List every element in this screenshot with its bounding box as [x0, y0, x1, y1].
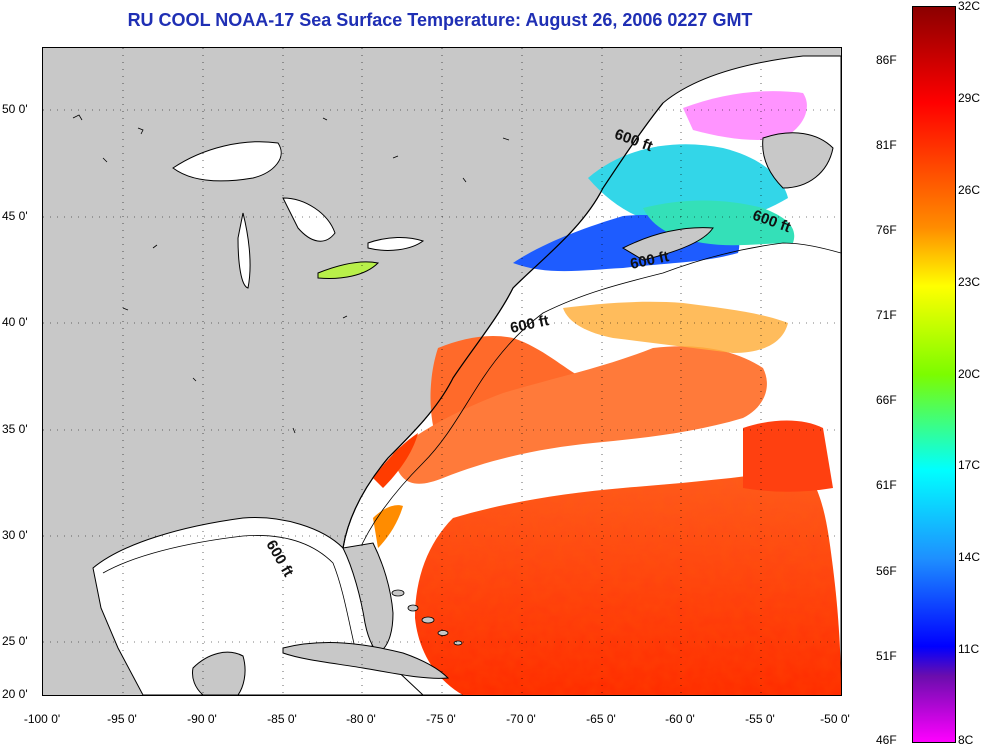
shelf-600ft-contour [357, 242, 841, 554]
florida-shelf-sst [373, 505, 403, 548]
cuba-land [282, 642, 450, 679]
colorbar-f-label: 66F [876, 393, 897, 407]
graticule [43, 48, 841, 695]
colorbar-c-label: 8C [958, 733, 974, 747]
colorbar-f-label: 86F [876, 53, 897, 67]
y-tick: 50 0' [2, 102, 28, 116]
east-coast-line [342, 102, 664, 549]
x-tick: -70 0' [506, 712, 536, 726]
lake-ontario [367, 237, 425, 251]
colorbar-c-label: 20C [958, 367, 981, 381]
y-tick: 45 0' [2, 209, 28, 223]
colorbar-f-label: 61F [876, 478, 897, 492]
colorbar-c-label: 11C [958, 642, 980, 656]
colorbar-c-label: 32C [958, 0, 981, 13]
yucatan-land [192, 651, 246, 695]
x-tick: -65 0' [586, 712, 616, 726]
mid-ocean-mixed-sst [563, 301, 788, 353]
colorbar-c-label: 17C [958, 458, 981, 472]
x-tick: -100 0' [23, 712, 61, 726]
inland-lakes [72, 114, 510, 434]
colorbar-f-label: 46F [876, 733, 897, 747]
colorbar-c-label: 23C [958, 275, 981, 289]
x-tick: -60 0' [665, 712, 695, 726]
labrador-sst [683, 91, 807, 141]
map-title: RU COOL NOAA-17 Sea Surface Temperature:… [127, 10, 753, 30]
y-tick: 40 0' [2, 315, 28, 329]
sargasso-texture [415, 468, 841, 695]
colorbar-c-label: 14C [958, 550, 981, 564]
x-tick: -90 0' [187, 712, 217, 726]
newfoundland-land [762, 132, 834, 189]
colorbar-f-label: 76F [876, 223, 897, 237]
y-tick: 25 0' [2, 634, 28, 648]
carolina-shelf-sst [373, 433, 418, 488]
colorbar-f-label: 81F [876, 138, 897, 152]
lake-huron [282, 197, 336, 242]
x-tick: -75 0' [426, 712, 456, 726]
x-tick: -80 0' [346, 712, 376, 726]
sst-map [42, 47, 842, 696]
colorbar-f-label: 71F [876, 308, 897, 322]
y-tick: 30 0' [2, 528, 28, 542]
colorbar-f-label: 51F [876, 649, 897, 663]
x-tick: -55 0' [745, 712, 775, 726]
bahamas-islands [391, 589, 463, 646]
map-graphics [43, 48, 841, 695]
gulf-stream-sst [393, 346, 767, 484]
nova-scotia-land [621, 227, 714, 261]
x-tick: -50 0' [820, 712, 850, 726]
y-tick: 20 0' [2, 687, 28, 701]
colorbar-c-label: 29C [958, 91, 981, 105]
x-tick: -95 0' [107, 712, 137, 726]
y-tick: 35 0' [2, 422, 28, 436]
east-atlantic-sst [743, 420, 833, 492]
x-tick: -85 0' [267, 712, 297, 726]
colorbar-c-label: 26C [958, 183, 981, 197]
lake-superior [172, 141, 282, 182]
colorbar-f-label: 56F [876, 564, 897, 578]
lake-erie [317, 261, 380, 279]
colorbar [912, 6, 956, 743]
lake-michigan [237, 212, 251, 289]
gulf-600ft-contour [102, 535, 356, 649]
